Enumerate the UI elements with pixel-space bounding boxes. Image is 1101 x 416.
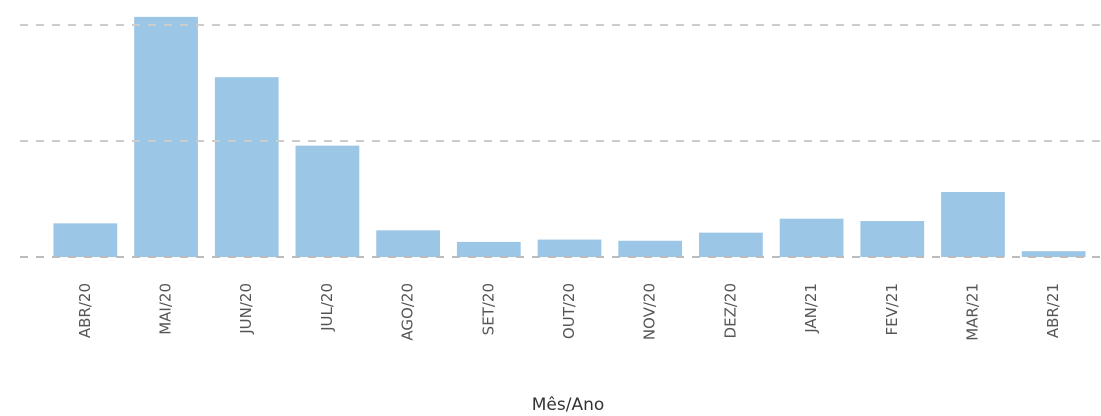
bar (618, 240, 683, 257)
bar (860, 221, 925, 257)
bar (214, 77, 279, 257)
bar (537, 239, 602, 257)
x-tick-label: MAI/20 (157, 283, 175, 335)
x-tick-label: OUT/20 (560, 283, 578, 339)
x-tick-label: JAN/21 (802, 283, 820, 334)
x-tick-label: SET/20 (479, 283, 497, 335)
bar (1021, 251, 1086, 257)
bar (134, 16, 198, 257)
x-tick-label: FEV/21 (883, 283, 901, 336)
bar (456, 241, 521, 257)
bar (941, 192, 1005, 257)
x-tick-label: ABR/21 (1044, 283, 1062, 338)
bar (53, 223, 118, 257)
bar (295, 145, 360, 257)
x-tick-label: ABR/20 (76, 283, 94, 338)
x-tick-label: JUN/20 (237, 283, 255, 335)
bar (779, 218, 844, 257)
x-axis-title: Mês/Ano (532, 395, 605, 415)
x-tick-label: DEZ/20 (721, 283, 739, 338)
x-tick-label: AGO/20 (399, 283, 417, 341)
x-tick-label: MAR/21 (963, 283, 981, 341)
x-tick-label: NOV/20 (641, 283, 659, 340)
bar (376, 230, 440, 257)
bar (699, 232, 763, 257)
x-tick-label: JUL/20 (318, 283, 336, 332)
